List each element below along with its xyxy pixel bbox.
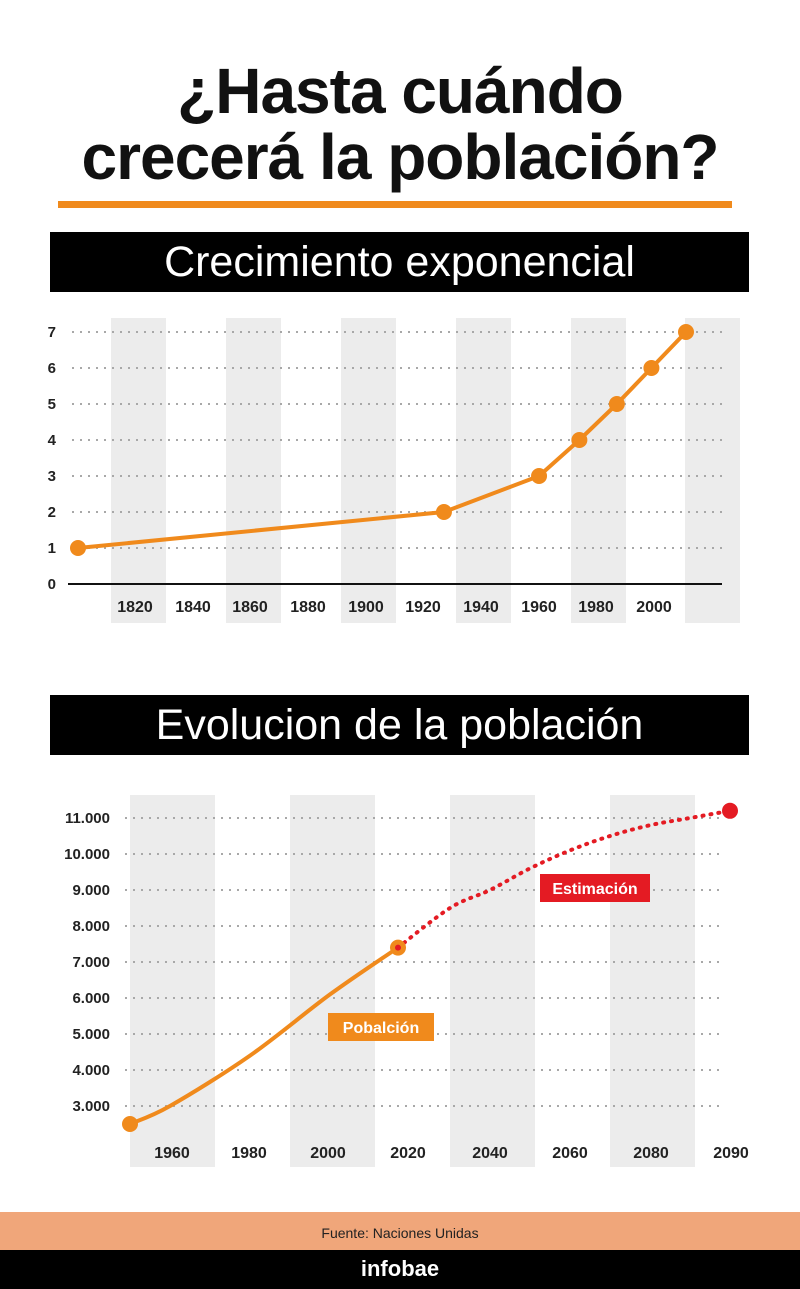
x-tick-label: 1960 [154,1145,190,1162]
x-tick-label: 1980 [231,1145,267,1162]
y-tick-label: 9.000 [72,882,110,899]
y-tick-label: 6.000 [72,990,110,1007]
y-tick-label: 11.000 [65,810,110,827]
label-estimate: Estimación [552,881,637,898]
data-point-estimate-end [722,802,738,819]
x-tick-label: 1860 [232,599,268,616]
data-point [678,324,694,340]
grid-column-band [610,795,695,1167]
grid-column-band [341,318,396,623]
data-point [531,468,548,484]
x-tick-label: 2080 [633,1145,669,1162]
title-underline [58,201,732,208]
data-point [435,504,452,520]
page-title: ¿Hasta cuándo crecerá la población? [0,58,800,190]
y-tick-label: 0 [48,576,56,593]
data-point [608,396,625,412]
x-tick-label: 1880 [290,599,326,616]
x-tick-label: 1900 [348,599,384,616]
x-tick-label: 2040 [472,1145,508,1162]
y-tick-label: 1 [48,540,56,557]
x-tick-label: 2060 [552,1145,588,1162]
x-tick-label: 1840 [175,599,211,616]
series-population-line [128,945,400,1126]
x-tick-label: 1980 [578,599,614,616]
label-population: Pobalción [343,1020,419,1037]
x-tick-label: 2000 [310,1145,346,1162]
grid-column-band [111,318,166,623]
x-tick-label: 1940 [463,599,499,616]
y-tick-label: 5 [48,396,56,413]
grid-column-band [226,318,281,623]
y-tick-label: 7 [48,324,56,341]
y-tick-label: 2 [48,504,56,521]
y-tick-label: 7.000 [72,954,110,971]
label-estimate-box [540,874,650,902]
grid-column-band [130,795,215,1167]
y-tick-label: 5.000 [72,1026,110,1043]
label-population-box [328,1013,434,1041]
brand-logo: infobae [0,1250,800,1289]
x-tick-label: 1820 [117,599,153,616]
x-tick-label: 1960 [521,599,557,616]
y-tick-label: 10.000 [64,846,110,863]
grid-column-band [571,318,626,623]
y-tick-label: 3 [48,468,56,485]
chart2-title: Evolucion de la población [50,695,749,755]
chart-population-evolution: 3.000 4.000 5.000 6.000 7.000 8.000 9.000 10.00… [64,795,749,1167]
y-tick-label: 4.000 [72,1062,110,1079]
y-tick-label: 4 [48,432,57,449]
x-tick-label: 1920 [405,599,441,616]
data-point [643,360,660,376]
x-tick-label: 2020 [390,1145,426,1162]
chart1-title: Crecimiento exponencial [50,232,749,292]
grid-column-band [456,318,511,623]
y-tick-label: 6 [48,360,56,377]
data-point-current-center [395,944,401,951]
data-point [571,432,588,448]
title-line-2: crecerá la población? [81,121,719,193]
y-tick-label: 8.000 [72,918,110,935]
data-point [70,540,86,556]
y-tick-label: 3.000 [72,1098,110,1115]
series-estimate-line [396,808,732,950]
x-tick-label: 2090 [713,1145,749,1162]
grid-column-band [450,795,535,1167]
source-note: Fuente: Naciones Unidas [0,1212,800,1250]
title-line-1: ¿Hasta cuándo [177,55,624,127]
chart-exponential-growth: 0 1 2 3 4 5 6 7 1820 1840 1860 1880 1900 1920 1940 1960… [48,318,740,623]
grid-column-band [685,318,740,623]
grid-column-band [290,795,375,1167]
x-tick-label: 2000 [636,599,672,616]
data-point-start [122,1116,138,1132]
